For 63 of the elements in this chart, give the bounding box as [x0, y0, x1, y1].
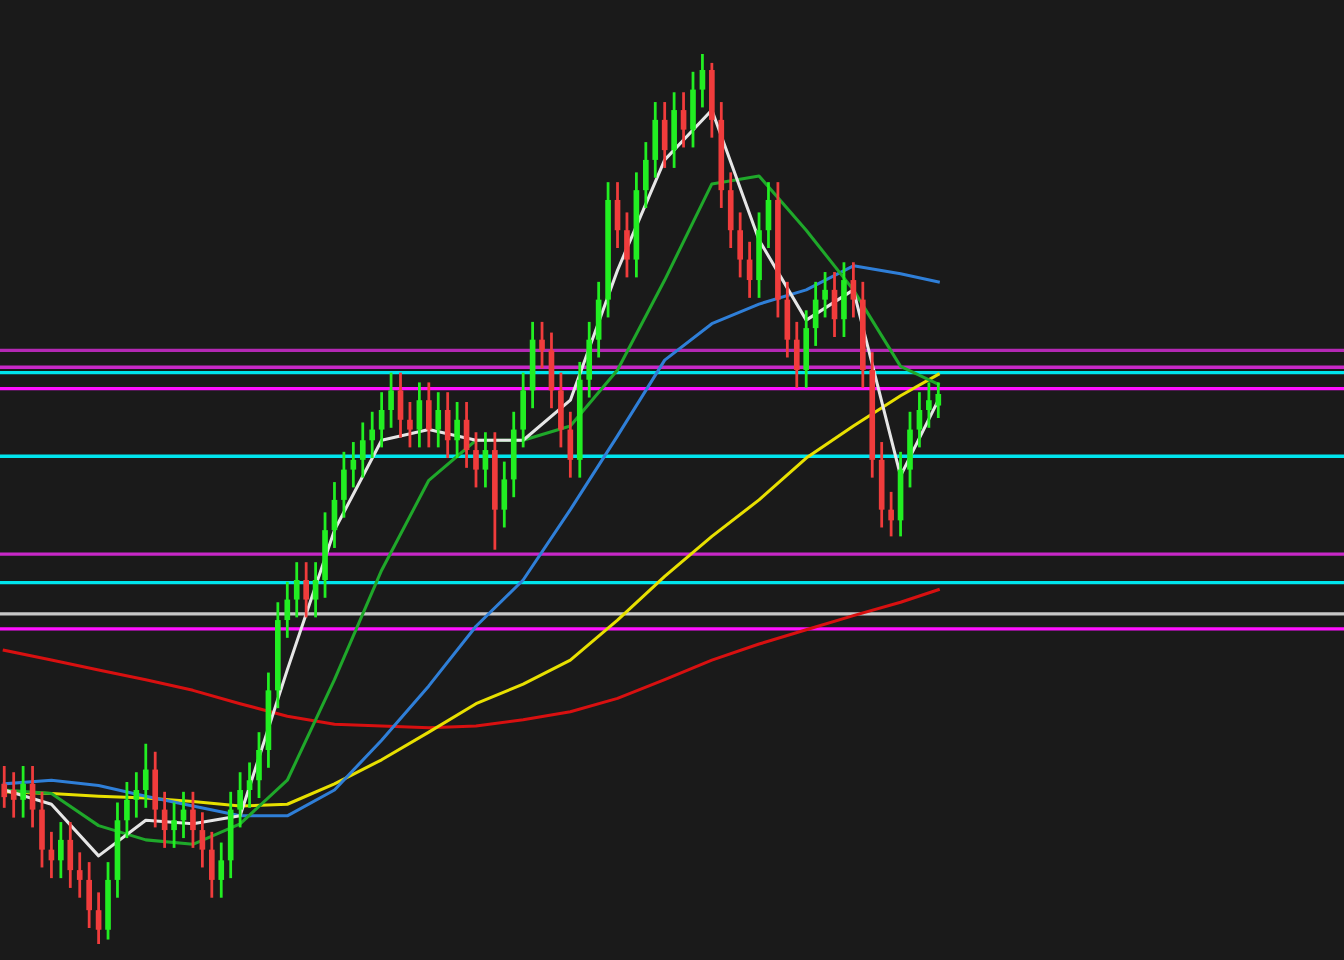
candlestick — [124, 780, 130, 840]
candlestick — [171, 801, 177, 850]
candlestick — [39, 790, 45, 869]
candlestick — [293, 560, 300, 619]
candlestick — [95, 890, 102, 946]
candlestick — [671, 90, 677, 170]
candlestick — [558, 371, 564, 449]
candlestick — [539, 320, 545, 370]
candlestick — [218, 841, 225, 900]
candlestick — [133, 770, 140, 820]
candlestick — [473, 430, 479, 489]
candlestick — [841, 260, 847, 339]
candlestick — [58, 820, 64, 880]
candlestick — [727, 170, 734, 250]
candlestick — [10, 770, 17, 820]
candlestick — [803, 308, 810, 390]
candlestick — [76, 850, 83, 900]
candlestick — [407, 400, 413, 449]
candlestick — [378, 390, 385, 449]
candlestick — [850, 260, 857, 319]
candlestick — [482, 430, 489, 489]
candlestick — [388, 371, 394, 430]
candlestick — [624, 211, 630, 279]
candlestick — [1, 764, 8, 810]
candlestick — [416, 381, 423, 449]
candlestick — [256, 730, 262, 800]
candlestick — [888, 490, 894, 538]
candlestick — [246, 761, 253, 810]
candlestick — [237, 770, 243, 829]
candlestick — [586, 320, 593, 399]
candlestick — [350, 440, 357, 489]
candlestick — [501, 460, 508, 529]
candlestick — [737, 211, 743, 279]
candlestick — [822, 270, 828, 319]
candlestick — [793, 320, 800, 390]
candlestick — [190, 790, 196, 850]
candlestick — [341, 450, 347, 520]
candlestick — [642, 140, 649, 210]
candlestick — [369, 410, 376, 460]
candlestick — [152, 750, 159, 829]
candlestick — [397, 371, 404, 439]
candlestick — [454, 400, 460, 460]
candlestick — [907, 410, 913, 489]
candlestick — [916, 390, 923, 449]
candlestick — [435, 390, 442, 449]
candlestick — [199, 810, 206, 869]
candlestick — [444, 390, 451, 460]
candlestick — [67, 820, 74, 890]
candlestick — [661, 100, 668, 170]
candlestick — [699, 52, 706, 109]
candlestick — [690, 70, 696, 149]
candlestick — [284, 580, 291, 640]
candlestick — [359, 421, 366, 480]
candlestick — [425, 381, 432, 449]
candlestick — [520, 371, 526, 449]
candlestick — [142, 742, 149, 810]
candlestick — [208, 830, 215, 900]
candlestick — [20, 764, 26, 820]
candlestick — [303, 560, 309, 619]
candlestick — [86, 860, 92, 930]
candlestick — [652, 100, 659, 180]
candlestick — [312, 560, 319, 619]
candlestick — [680, 90, 687, 149]
